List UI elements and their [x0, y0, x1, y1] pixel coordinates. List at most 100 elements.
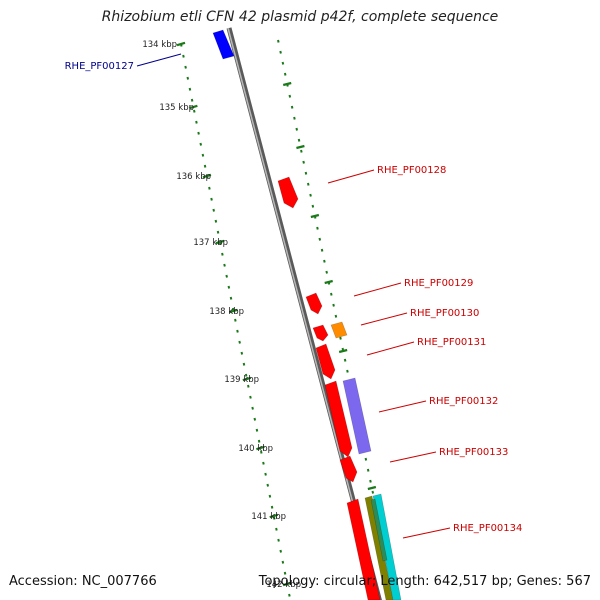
gene-label: RHE_PF00133 — [439, 447, 508, 458]
inner-dot — [216, 230, 220, 234]
gene-label: RHE_PF00128 — [377, 165, 446, 176]
inner-dot — [234, 318, 237, 322]
gene-feature-orange — [330, 321, 348, 339]
accession-text: Accession: NC_007766 — [9, 574, 157, 589]
inner-dot — [221, 252, 224, 256]
scale-label: 142 kbp — [266, 580, 301, 590]
inner-major-tick — [256, 445, 265, 451]
inner-dot — [208, 186, 211, 190]
scale-label: 141 kbp — [251, 512, 286, 522]
inner-major-tick — [176, 41, 186, 47]
gene-label: RHE_PF00130 — [410, 308, 479, 319]
outer-dot — [339, 336, 342, 340]
outer-major-tick — [310, 213, 320, 219]
outer-dot — [297, 138, 301, 142]
gene-leader-line — [366, 341, 415, 356]
gene-feature-green — [370, 498, 388, 562]
inner-dot — [190, 98, 194, 102]
outer-dot — [283, 72, 287, 76]
outer-dot — [302, 160, 305, 164]
scale-labels: 134 kbp 135 kbp 136 kbp 137 kbp 138 kbp 139 k… — [142, 40, 301, 590]
outer-dot — [288, 94, 292, 98]
inner-dot — [236, 329, 239, 333]
inner-dot — [266, 483, 270, 487]
inner-dot — [247, 384, 250, 388]
inner-dot — [225, 274, 228, 278]
inner-dot — [270, 505, 274, 509]
inner-dot — [288, 593, 291, 597]
inner-dot — [268, 494, 272, 498]
inner-major-tick — [189, 104, 198, 110]
outer-dot — [277, 39, 280, 43]
inner-dot — [192, 109, 196, 113]
gene-feature-forward — [305, 292, 323, 315]
outer-major-tick — [367, 485, 377, 491]
inner-dot — [182, 54, 185, 58]
inner-dot — [277, 538, 280, 542]
outer-dot — [343, 358, 347, 362]
inner-dot — [188, 87, 192, 91]
inner-dot — [229, 296, 233, 300]
gene-feature-reverse — [212, 29, 235, 60]
gene-leader-line — [378, 400, 427, 413]
gene-feature-purple — [342, 377, 372, 455]
outer-dot — [309, 193, 312, 197]
inner-dot — [262, 461, 265, 465]
outer-dot — [323, 259, 326, 263]
inner-dot — [275, 527, 278, 531]
inner-dot — [257, 439, 261, 443]
inner-major-tick — [202, 173, 212, 179]
gene-feature-forward — [312, 324, 329, 342]
outer-major-tick — [338, 348, 348, 354]
gene-leader-line — [327, 169, 375, 184]
gene-features — [212, 29, 402, 600]
outer-dot — [295, 127, 299, 131]
outer-dot — [316, 226, 319, 230]
gene-label: RHE_PF00131 — [417, 337, 486, 348]
outer-dot — [279, 50, 282, 54]
inner-dot — [227, 285, 231, 289]
gene-feature-forward — [346, 498, 381, 600]
inner-dot — [281, 560, 285, 564]
gene-feature-olive — [364, 495, 394, 600]
inner-dot — [214, 219, 218, 223]
gene-label: RHE_PF00132 — [429, 396, 498, 407]
inner-dot — [249, 395, 252, 399]
gene-labels: RHE_PF00127 RHE_PF00128 RHE_PF00129 RHE_PF0… — [65, 53, 522, 539]
gene-leader-line — [136, 53, 182, 67]
inner-dot — [223, 263, 226, 267]
inner-dot — [253, 417, 257, 421]
inner-dot — [240, 351, 244, 355]
inner-dot — [251, 406, 254, 410]
gene-label: RHE_PF00134 — [453, 523, 522, 534]
inner-dot — [184, 65, 187, 69]
inner-scale-ticks — [176, 41, 292, 597]
gene-feature-forward — [315, 343, 336, 380]
gene-leader-line — [402, 527, 451, 539]
gene-leader-line — [353, 282, 402, 297]
gene-feature-cyan — [372, 493, 402, 600]
map-title: Rhizobium etli CFN 42 plasmid p42f, comp… — [101, 9, 499, 25]
inner-dot — [199, 142, 203, 146]
inner-dot — [197, 131, 200, 135]
inner-dot — [201, 153, 205, 157]
outer-dot — [293, 116, 296, 120]
outer-dot — [330, 292, 333, 296]
outer-dot — [332, 303, 335, 307]
inner-dot — [212, 208, 215, 212]
inner-dot — [260, 450, 263, 454]
inner-dot — [210, 197, 213, 201]
gene-label: RHE_PF00127 — [65, 61, 134, 72]
outer-dot — [364, 457, 368, 461]
outer-dot — [334, 314, 338, 318]
inner-dot — [195, 120, 198, 124]
inner-major-tick — [269, 513, 279, 519]
outer-dot — [290, 105, 294, 109]
gene-feature-forward — [339, 455, 358, 483]
gene-leader-line — [360, 312, 408, 326]
outer-dot — [318, 237, 322, 241]
scale-label: 136 kbp — [176, 172, 211, 182]
inner-major-tick — [215, 239, 225, 245]
scale-label: 139 kbp — [224, 375, 259, 385]
outer-dot — [346, 369, 349, 373]
